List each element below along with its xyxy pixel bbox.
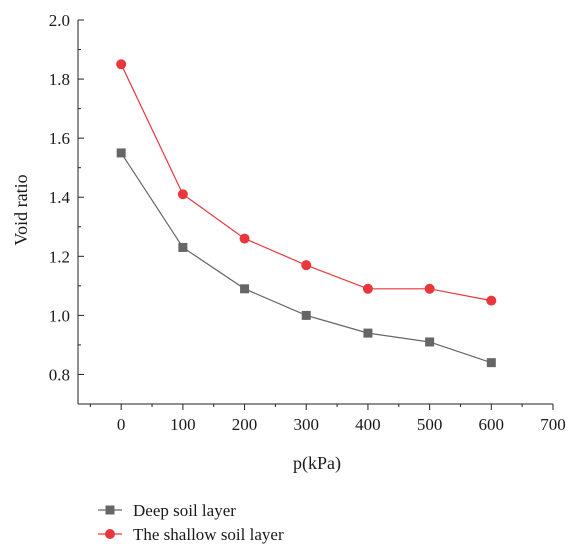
chart-series (116, 59, 497, 368)
x-tick-label: 500 (417, 415, 443, 434)
data-point-circle (301, 260, 312, 271)
y-tick-label: 1.4 (49, 188, 71, 207)
x-axis-title: p(kPa) (293, 453, 341, 474)
data-point-circle (362, 283, 373, 294)
data-point-square (425, 337, 435, 347)
y-tick-label: 1.8 (49, 70, 70, 89)
x-tick-label: 0 (117, 415, 126, 434)
series-line-1 (120, 152, 492, 364)
x-tick-label: 300 (293, 415, 319, 434)
y-tick-label: 1.6 (49, 129, 70, 148)
y-tick-label: 0.8 (49, 365, 70, 384)
data-point-square (486, 358, 496, 368)
x-tick-label: 400 (355, 415, 381, 434)
x-tick-label: 200 (232, 415, 258, 434)
chart-ticks: 0.8 1.0 1.2 1.4 1.6 1.8 2.0 0 100 200 300 400 500 600… (49, 11, 566, 434)
y-tick-label: 1.0 (49, 306, 70, 325)
legend-label-1: Deep soil layer (133, 501, 236, 520)
data-point-square (240, 284, 250, 294)
y-tick-label: 2.0 (49, 11, 70, 30)
data-point-circle (424, 283, 435, 294)
data-point-square (363, 328, 373, 338)
legend: Deep soil layer The shallow soil layer (98, 501, 284, 544)
y-axis-title: Void ratio (11, 174, 31, 245)
data-point-square (116, 148, 126, 158)
data-point-square (301, 310, 311, 320)
data-point-circle (177, 189, 188, 200)
x-tick-label: 100 (170, 415, 196, 434)
legend-marker-circle (105, 529, 115, 539)
x-tick-label: 600 (479, 415, 505, 434)
legend-label-2: The shallow soil layer (133, 525, 284, 544)
chart-axes (77, 20, 553, 405)
data-point-square (178, 242, 188, 252)
legend-marker-square (105, 505, 115, 515)
x-tick-label: 700 (540, 415, 566, 434)
data-point-circle (486, 295, 497, 306)
y-tick-label: 1.2 (49, 247, 70, 266)
data-point-circle (116, 59, 127, 70)
data-point-circle (239, 233, 250, 244)
